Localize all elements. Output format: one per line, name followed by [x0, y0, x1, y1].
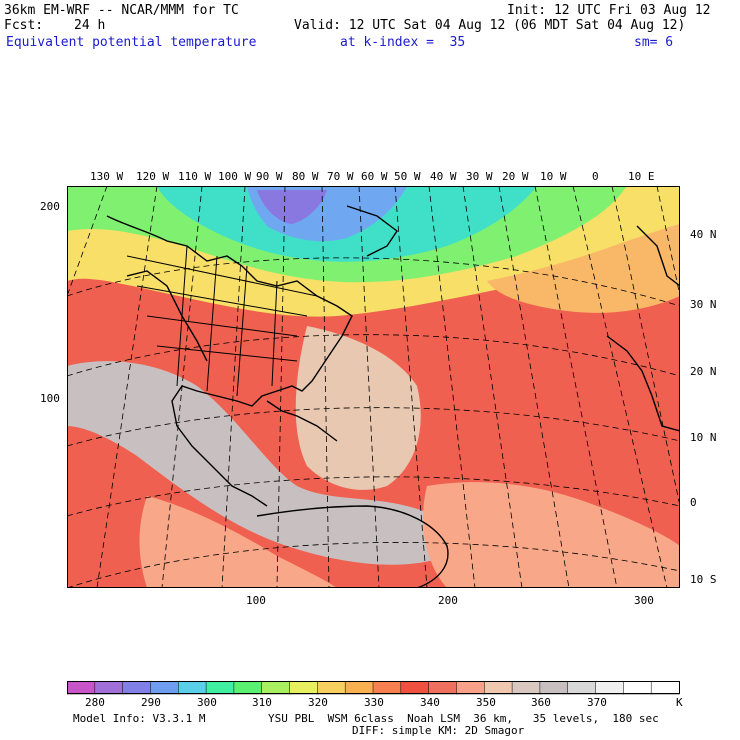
- smoothing-info: sm= 6: [634, 35, 674, 50]
- theta-e-band-salmon-south: [139, 496, 337, 588]
- colorbar-cell: [178, 681, 207, 695]
- colorbar-cell: [344, 681, 374, 695]
- lon-label: 120 W: [136, 170, 170, 183]
- forecast-label: Fcst:: [4, 18, 44, 33]
- lat-label: 40 N: [690, 228, 717, 241]
- lon-label: 40 W: [430, 170, 457, 183]
- colorbar: [67, 681, 680, 695]
- colorbar-cell: [650, 681, 680, 695]
- lon-label: 90 W: [256, 170, 283, 183]
- political-borders: [126, 245, 318, 397]
- colorbar-cell: [233, 681, 263, 695]
- physics-info: YSU PBL WSM 6class Noah LSM 36 km, 35 le…: [268, 712, 659, 725]
- colorbar-tick-label: 280: [85, 696, 105, 709]
- colorbar-cell: [456, 681, 486, 695]
- diffusion-info: DIFF: simple KM: 2D Smagor: [352, 724, 525, 737]
- lon-label: 100 W: [218, 170, 252, 183]
- colorbar-cell: [67, 681, 96, 695]
- lon-label: 20 W: [502, 170, 529, 183]
- lon-label: 30 W: [466, 170, 493, 183]
- colorbar-cell: [150, 681, 180, 695]
- model-info: Model Info: V3.3.1 M: [73, 712, 206, 725]
- colorbar-cell: [595, 681, 625, 695]
- lon-label: 50 W: [394, 170, 421, 183]
- grid-x-label: 300: [634, 594, 654, 607]
- colorbar-cell: [623, 681, 652, 695]
- theta-e-map: [67, 186, 680, 588]
- lat-label: 10 N: [690, 431, 717, 444]
- lat-label: 0: [690, 496, 697, 509]
- colorbar-cell: [539, 681, 569, 695]
- level-info: at k-index = 35: [340, 35, 466, 50]
- valid-time: Valid: 12 UTC Sat 04 Aug 12 (06 MDT Sat …: [294, 18, 686, 33]
- lon-label: 60 W: [361, 170, 388, 183]
- grid-x-label: 200: [438, 594, 458, 607]
- lon-label: 130 W: [90, 170, 124, 183]
- colorbar-cell: [94, 681, 124, 695]
- colorbar-cells: [67, 681, 680, 695]
- theta-e-band-salmon: [423, 482, 680, 588]
- colorbar-cell: [567, 681, 597, 695]
- grid-x-label: 100: [246, 594, 266, 607]
- theta-e-band-purple: [257, 190, 327, 224]
- colorbar-cell: [511, 681, 541, 695]
- colorbar-tick-label: 330: [364, 696, 384, 709]
- init-time: Init: 12 UTC Fri 03 Aug 12: [507, 3, 711, 18]
- map-frame: [67, 186, 680, 588]
- forecast-hours: 24 h: [74, 18, 106, 33]
- lat-label: 20 N: [690, 365, 717, 378]
- colorbar-tick-label: 300: [197, 696, 217, 709]
- colorbar-cell: [317, 681, 346, 695]
- model-title: 36km EM-WRF -- NCAR/MMM for TC: [4, 3, 239, 18]
- lon-label: 10 W: [540, 170, 567, 183]
- grid-y-label: 200: [40, 200, 60, 213]
- colorbar-tick-label: 310: [252, 696, 272, 709]
- colorbar-tick-label: 340: [420, 696, 440, 709]
- colorbar-tick-label: 370: [587, 696, 607, 709]
- lon-label: 0: [592, 170, 599, 183]
- colorbar-tick-label: 320: [308, 696, 328, 709]
- lon-label: 70 W: [327, 170, 354, 183]
- colorbar-tick-label: 360: [531, 696, 551, 709]
- colorbar-frame: [67, 681, 680, 694]
- colorbar-cell: [261, 681, 291, 695]
- colorbar-tick-label: 350: [476, 696, 496, 709]
- lon-label: 10 E: [628, 170, 655, 183]
- colorbar-cell: [122, 681, 152, 695]
- coastlines: [106, 205, 680, 588]
- colorbar-cell: [289, 681, 319, 695]
- colorbar-cell: [428, 681, 458, 695]
- lat-label: 10 S: [690, 573, 717, 586]
- colorbar-cell: [205, 681, 235, 695]
- lat-label: 30 N: [690, 298, 717, 311]
- colorbar-tick-label: 290: [141, 696, 161, 709]
- colorbar-cell: [400, 681, 430, 695]
- theta-e-band-orange: [487, 224, 680, 313]
- lon-label: 110 W: [178, 170, 212, 183]
- theta-e-band-gray: [67, 361, 455, 565]
- colorbar-cell: [372, 681, 402, 695]
- colorbar-cell: [484, 681, 513, 695]
- field-name: Equivalent potential temperature: [6, 35, 257, 50]
- colorbar-unit: K: [676, 696, 683, 709]
- lon-label: 80 W: [292, 170, 319, 183]
- grid-y-label: 100: [40, 392, 60, 405]
